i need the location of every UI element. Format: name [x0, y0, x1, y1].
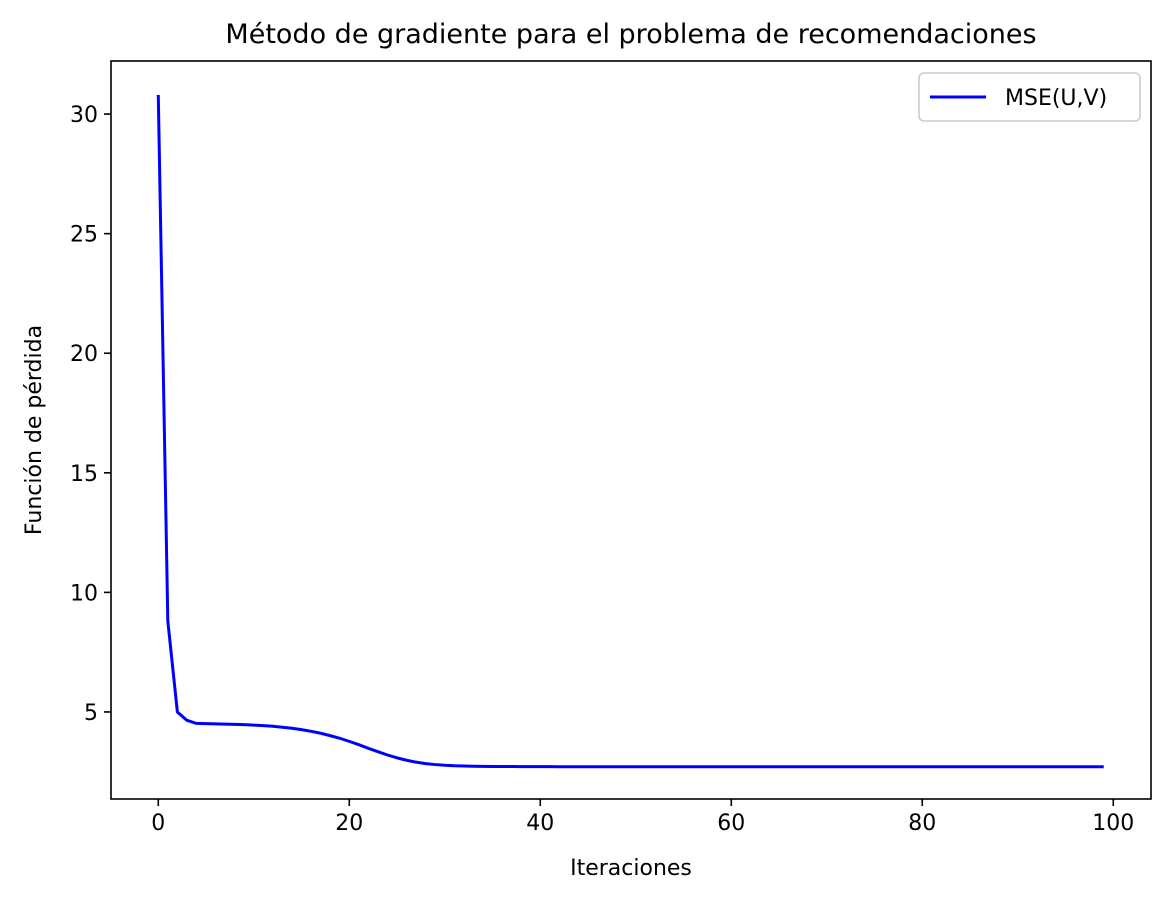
plot-area [156, 94, 1104, 769]
y-tick-label: 5 [84, 701, 98, 726]
x-tick-label: 80 [908, 811, 936, 836]
y-tick-label: 20 [70, 342, 98, 367]
legend-box [918, 72, 1141, 122]
y-tick-label: 10 [70, 581, 98, 606]
legend: MSE(U,V) [918, 72, 1141, 122]
y-tick-label: 25 [70, 223, 98, 248]
x-tick-label: 40 [526, 811, 554, 836]
x-tick-label: 100 [1092, 811, 1134, 836]
x-axis-label: Iteraciones [570, 856, 692, 881]
x-tick-label: 0 [151, 811, 165, 836]
series-line-0 [156, 94, 1104, 769]
y-axis-label: Función de pérdida [22, 325, 47, 535]
y-axis-ticks: 5 10 15 20 25 30 [70, 103, 111, 726]
x-tick-label: 20 [335, 811, 363, 836]
y-tick-label: 30 [70, 103, 98, 128]
x-axis-ticks: 0 20 40 60 80 100 [151, 799, 1134, 836]
legend-label: MSE(U,V) [1005, 86, 1107, 111]
chart-title: Método de gradiente para el problema de … [225, 19, 1036, 50]
axes-frame [110, 60, 1152, 800]
y-tick-label: 15 [70, 462, 98, 487]
x-tick-label: 60 [717, 811, 745, 836]
